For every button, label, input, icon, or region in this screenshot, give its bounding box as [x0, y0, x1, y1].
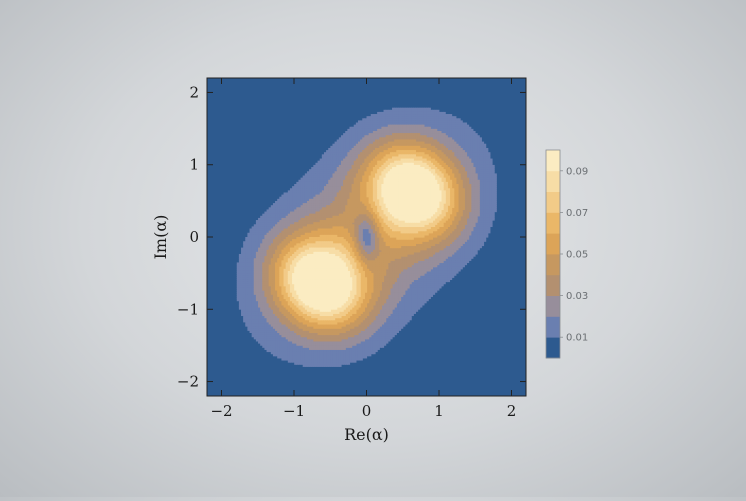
colorbar-tick-label: 0.01	[566, 333, 588, 344]
x-tick-label: 2	[507, 402, 517, 420]
plot-area	[207, 78, 526, 396]
colorbar-tick-label: 0.07	[566, 208, 588, 219]
colorbar-swatch	[546, 316, 560, 337]
x-tick-label: 1	[434, 402, 444, 420]
x-tick-label: −2	[210, 402, 232, 420]
x-axis-label: Re(α)	[344, 425, 389, 444]
colorbar-swatch	[546, 150, 560, 171]
colorbar-tick-label: 0.05	[566, 250, 588, 261]
colorbar-swatch	[546, 337, 560, 358]
y-tick-label: −2	[177, 373, 199, 391]
y-axis-label: Im(α)	[151, 215, 170, 260]
colorbar-swatch	[546, 212, 560, 233]
x-tick-label: 0	[362, 402, 372, 420]
y-tick-label: 2	[189, 83, 199, 101]
y-tick-label: 0	[189, 228, 199, 246]
colorbar-tick-label: 0.03	[566, 291, 588, 302]
colorbar-swatch	[546, 254, 560, 275]
colorbar-legend: 0.01 0.03 0.05 0.07 0.09	[546, 150, 588, 358]
colorbar-tick-label: 0.09	[566, 166, 588, 177]
y-tick-label: 1	[189, 156, 199, 174]
colorbar-swatch	[546, 296, 560, 317]
colorbar-swatch	[546, 275, 560, 296]
colorbar-swatch	[546, 171, 560, 192]
y-tick-label: −1	[177, 300, 199, 318]
colorbar-swatch	[546, 233, 560, 254]
colorbar-swatch	[546, 192, 560, 213]
x-tick-label: −1	[283, 402, 305, 420]
